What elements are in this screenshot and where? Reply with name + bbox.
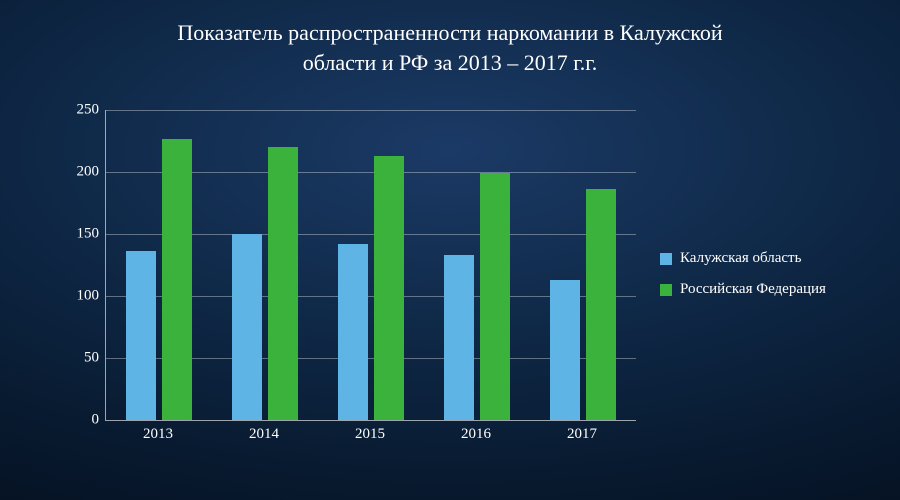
bar-rf-2015	[374, 156, 404, 420]
y-tick-label: 50	[53, 350, 99, 367]
y-axis-ticks: 050100150200250	[50, 110, 105, 420]
bar-kaluga-2016	[444, 255, 474, 420]
y-tick-label: 100	[53, 288, 99, 305]
legend-swatch-rf	[660, 284, 672, 296]
y-tick-label: 200	[53, 164, 99, 181]
y-tick-label: 250	[53, 102, 99, 119]
bar-rf-2013	[162, 139, 192, 420]
legend-item-kaluga: Калужская область	[660, 250, 826, 267]
x-tick-label: 2015	[355, 426, 385, 443]
grid-line	[106, 110, 636, 111]
legend-label-kaluga: Калужская область	[680, 250, 801, 267]
legend-swatch-kaluga	[660, 253, 672, 265]
bar-rf-2017	[586, 189, 616, 420]
bar-rf-2016	[480, 173, 510, 420]
legend-label-rf: Российская Федерация	[680, 281, 826, 298]
x-tick-label: 2013	[143, 426, 173, 443]
x-tick-label: 2014	[249, 426, 279, 443]
slide: Показатель распространенности наркомании…	[0, 0, 900, 500]
chart-figure: 0 50 100 150 200 250 2013 2014 2015 2016 2017 Кал…	[50, 100, 860, 470]
plot-area	[105, 110, 636, 421]
x-tick-label: 2017	[567, 426, 597, 443]
legend-item-rf: Российская Федерация	[660, 281, 826, 298]
bar-kaluga-2017	[550, 280, 580, 420]
legend: Калужская область Российская Федерация	[660, 250, 826, 312]
bar-rf-2014	[268, 147, 298, 420]
y-tick-label: 150	[53, 226, 99, 243]
bar-kaluga-2014	[232, 234, 262, 420]
x-axis-ticks: 2013 2014 2015 2016 2017	[105, 420, 635, 450]
title-line-1: Показатель распространенности наркомании…	[177, 20, 722, 45]
bar-kaluga-2015	[338, 244, 368, 420]
x-tick-label: 2016	[461, 426, 491, 443]
y-tick-label: 0	[53, 412, 99, 429]
bar-kaluga-2013	[126, 251, 156, 420]
chart-title: Показатель распространенности наркомании…	[0, 0, 900, 77]
title-line-2: области и РФ за 2013 – 2017 г.г.	[303, 50, 598, 75]
